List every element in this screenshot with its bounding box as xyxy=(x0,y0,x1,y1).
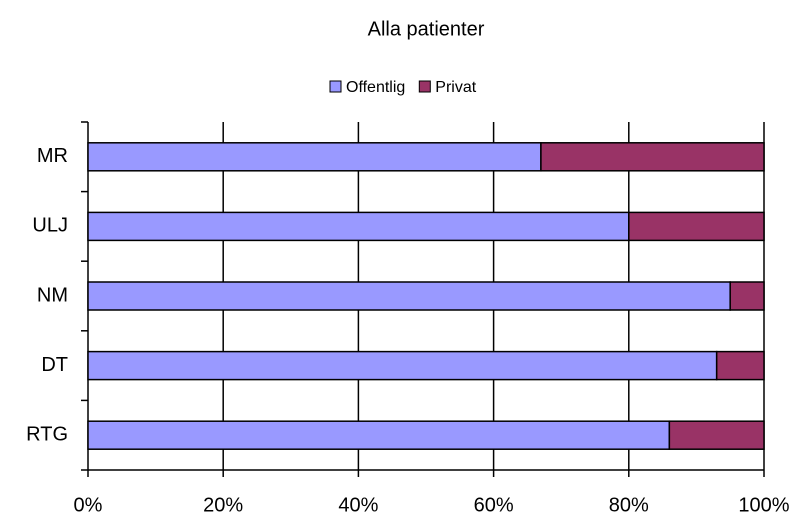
x-tick-label: 20% xyxy=(203,494,243,516)
bar xyxy=(628,211,765,242)
bar xyxy=(87,281,731,311)
bar xyxy=(668,420,765,450)
x-tick-label: 60% xyxy=(474,494,514,516)
bar xyxy=(87,142,542,172)
legend-label: Privat xyxy=(435,79,476,96)
bar xyxy=(87,211,630,242)
bar xyxy=(87,420,671,450)
legend-label: Offentlig xyxy=(346,79,405,96)
y-tick-label: MR xyxy=(37,145,68,167)
bar xyxy=(87,350,718,381)
bar xyxy=(540,142,765,172)
chart-title: Alla patienter xyxy=(368,18,485,40)
legend-swatch xyxy=(418,80,431,93)
bar xyxy=(729,281,765,311)
x-tick-label: 80% xyxy=(609,494,649,516)
x-tick-label: 100% xyxy=(738,494,789,516)
y-tick-label: DT xyxy=(41,354,68,376)
y-tick-label: NM xyxy=(37,284,68,306)
bar xyxy=(715,350,765,381)
x-tick-label: 40% xyxy=(338,494,378,516)
y-tick-label: RTG xyxy=(26,423,68,445)
legend-swatch xyxy=(329,80,342,93)
x-tick-label: 0% xyxy=(74,494,103,516)
y-tick-label: ULJ xyxy=(32,215,68,237)
